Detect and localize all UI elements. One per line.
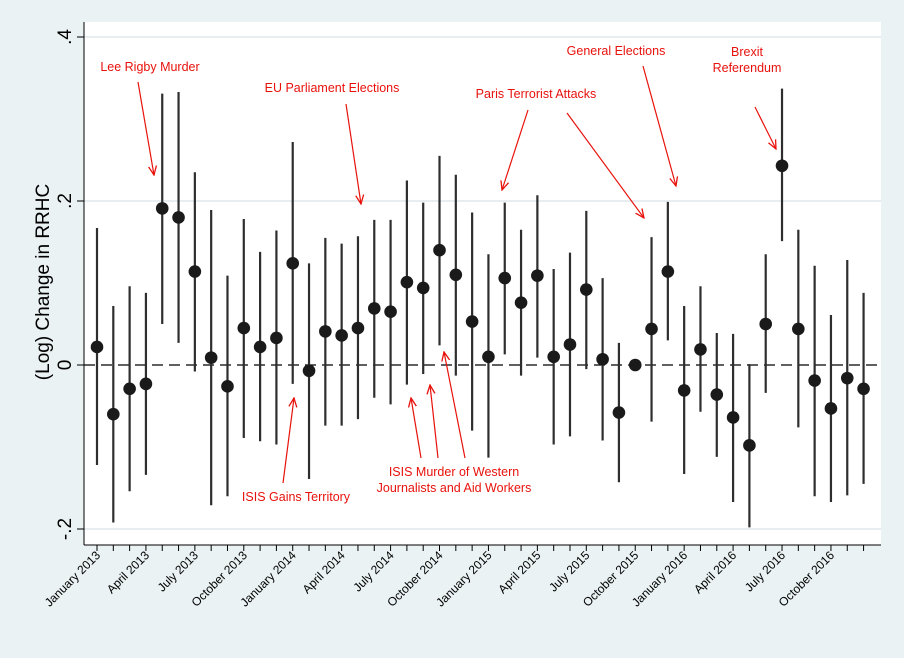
data-point xyxy=(90,340,104,354)
y-tick-label: 0 xyxy=(55,360,76,371)
data-point xyxy=(514,296,528,309)
x-tick-label: April 2016 xyxy=(691,548,739,596)
annotation-label: ISIS Gains Territory xyxy=(242,490,351,504)
data-point xyxy=(547,350,560,364)
data-point xyxy=(694,343,707,356)
data-points xyxy=(90,159,870,452)
data-point xyxy=(107,407,120,421)
annotation-label: Lee Rigby Murder xyxy=(100,60,199,74)
annotation-brexit: Brexit Referendum xyxy=(713,45,782,149)
data-point xyxy=(302,364,316,378)
annotation-label: Journalists and Aid Workers xyxy=(377,481,532,495)
annotation-isis-murder: ISIS Murder of Western Journalists and Ai… xyxy=(377,352,532,495)
data-point xyxy=(123,382,136,396)
annotation-arrow xyxy=(444,352,466,459)
x-tick-label: July 2013 xyxy=(155,548,201,594)
data-point xyxy=(335,329,348,342)
x-tick-label: April 2015 xyxy=(495,548,543,596)
y-ticks: -.2 0 .2 .4 xyxy=(55,29,84,540)
data-point xyxy=(857,382,870,396)
data-point xyxy=(710,388,724,401)
data-point xyxy=(188,265,202,278)
data-point xyxy=(628,358,642,372)
data-point xyxy=(367,302,381,315)
annotation-paris-attacks: Paris Terrorist Attacks xyxy=(476,87,644,218)
data-point xyxy=(726,411,740,424)
data-point xyxy=(531,269,544,282)
data-point xyxy=(253,340,267,354)
annotation-arrow xyxy=(502,109,529,190)
annotation-label: ISIS Murder of Western xyxy=(389,465,519,479)
annotation-isis-territory: ISIS Gains Territory xyxy=(242,398,351,504)
annotation-eu-elections: EU Parliament Elections xyxy=(265,81,400,204)
axes xyxy=(83,22,881,546)
data-point xyxy=(286,257,300,270)
data-point xyxy=(465,315,479,328)
data-point xyxy=(563,338,577,351)
annotation-label: Referendum xyxy=(713,61,782,75)
data-point xyxy=(449,268,463,282)
data-point xyxy=(612,406,626,419)
annotation-arrow xyxy=(566,112,644,218)
data-point xyxy=(270,331,283,345)
annotation-arrow xyxy=(754,106,776,149)
x-tick-label: April 2013 xyxy=(104,548,152,596)
annotation-label: General Elections xyxy=(567,44,666,58)
annotation-lee-rigby: Lee Rigby Murder xyxy=(100,60,200,175)
data-point xyxy=(139,377,153,391)
data-point xyxy=(743,439,756,452)
data-point xyxy=(172,211,185,224)
annotation-arrow xyxy=(137,81,154,175)
data-point xyxy=(661,265,675,278)
data-point xyxy=(384,305,397,319)
data-point xyxy=(775,159,789,173)
data-point xyxy=(759,317,773,331)
data-point xyxy=(351,321,365,335)
data-point xyxy=(498,271,512,285)
x-tick-label: July 2014 xyxy=(350,548,396,594)
data-point xyxy=(596,352,609,366)
data-point xyxy=(400,275,414,289)
data-point xyxy=(824,402,838,415)
annotation-arrow xyxy=(430,385,439,459)
data-point xyxy=(155,202,169,215)
data-point xyxy=(840,371,854,385)
annotation-arrow xyxy=(411,398,422,459)
gridlines xyxy=(84,36,881,530)
x-tick-label: April 2014 xyxy=(300,548,348,596)
x-tick-label: July 2016 xyxy=(742,548,788,594)
annotation-general-elections: General Elections xyxy=(567,44,676,186)
y-tick-label: .4 xyxy=(55,29,76,45)
data-point xyxy=(482,350,495,364)
data-point xyxy=(204,351,218,364)
data-point xyxy=(645,322,658,336)
annotation-label: Paris Terrorist Attacks xyxy=(476,87,597,101)
annotation-arrow xyxy=(345,103,361,204)
data-point xyxy=(433,243,446,257)
y-axis-label: (Log) Change in RRHC xyxy=(33,184,54,380)
annotation-arrow xyxy=(282,398,294,484)
x-tick-label: July 2015 xyxy=(546,548,592,594)
annotation-label: EU Parliament Elections xyxy=(265,81,400,95)
plot-area xyxy=(84,22,881,545)
annotation-label: Brexit xyxy=(731,45,763,59)
data-point xyxy=(319,325,332,338)
y-tick-label: .2 xyxy=(55,193,76,209)
y-tick-label: -.2 xyxy=(55,518,76,540)
data-point xyxy=(580,283,593,296)
data-point xyxy=(416,281,430,295)
x-tick-label: January 2013 xyxy=(42,548,104,610)
annotation-arrow xyxy=(642,65,676,186)
data-point xyxy=(677,384,691,397)
annotations: Lee Rigby Murder EU Parliament Elections P… xyxy=(100,44,781,504)
data-point xyxy=(808,374,821,387)
data-point xyxy=(792,322,805,336)
data-point xyxy=(237,321,251,335)
data-point xyxy=(221,380,234,393)
